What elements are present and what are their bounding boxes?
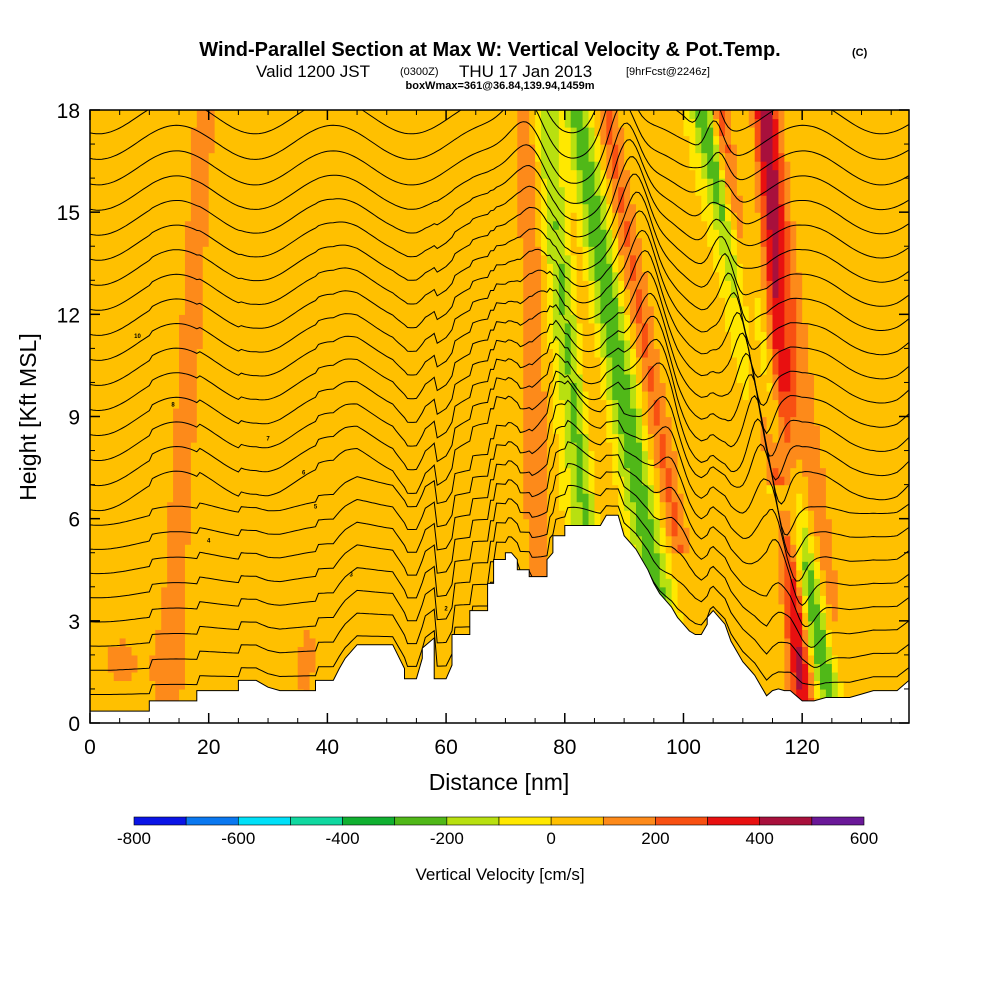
colorbar-label: Vertical Velocity [cm/s] (415, 865, 584, 884)
colorbar-swatch (237, 816, 291, 826)
isentrope-line (90, 191, 909, 311)
isentrope-line (90, 441, 909, 607)
subtitle-valid: Valid 1200 JST (256, 62, 370, 81)
isentrope-line (90, 122, 909, 211)
isentrope-line (90, 249, 909, 386)
isentrope-line (90, 362, 909, 512)
subtitle-box-location: boxWmax=361@36.84,139.94,1459m (406, 80, 595, 92)
colorbar-swatch (655, 816, 708, 826)
contour-label: 10 (134, 334, 141, 340)
subtitle-forecast: [9hrFcst@2246z] (626, 66, 710, 78)
terrain-profile (90, 514, 909, 723)
contour-label: 7 (266, 436, 270, 442)
contour-label: 5 (314, 504, 318, 510)
subtitle-date: THU 17 Jan 2013 (459, 62, 592, 81)
x-tick-label: 80 (553, 736, 576, 759)
isentrope-line (90, 210, 909, 336)
isentrope-line (90, 139, 909, 236)
y-tick-label: 6 (68, 509, 80, 532)
x-tick-label: 100 (666, 736, 701, 759)
colorbar-swatch (133, 816, 187, 826)
isentrope-line (90, 505, 909, 671)
x-tick-label: 120 (785, 736, 820, 759)
colorbar: -800 -600 -400 -200 0 200 400 600 (117, 816, 878, 848)
chart-title-mark: (C) (852, 47, 868, 59)
colorbar-swatch (498, 816, 552, 826)
y-tick-label: 9 (68, 407, 80, 430)
isentrope-line (90, 270, 909, 412)
colorbar-tick-label: -800 (117, 829, 151, 848)
isentrope-line (90, 110, 909, 160)
colorbar-swatch (811, 816, 865, 826)
isentrope-line (90, 156, 909, 261)
colorbar-swatch (342, 816, 396, 826)
colorbar-swatch (602, 816, 656, 826)
chart-subtitle: Valid 1200 JST (0300Z) THU 17 Jan 2013 [… (256, 62, 710, 81)
colorbar-swatch (707, 816, 761, 826)
colorbar-swatch (759, 816, 813, 826)
colorbar-tick-label: -400 (326, 829, 360, 848)
contour-label: 6 (302, 470, 306, 476)
isentrope-line (90, 292, 909, 437)
x-tick-label: 60 (434, 736, 457, 759)
y-tick-label: 15 (57, 202, 80, 225)
y-axis: 0 3 6 9 12 15 18 (57, 100, 909, 736)
contour-label: 3 (349, 573, 353, 579)
contour-label: 4 (207, 539, 211, 545)
colorbar-swatch (290, 816, 343, 826)
x-tick-label: 20 (197, 736, 220, 759)
contour-label: 8 (171, 402, 175, 408)
isentrope-line (90, 399, 909, 558)
terrain-mask (90, 514, 909, 723)
colorbar-swatch (185, 816, 239, 826)
isentrope-line (90, 462, 909, 628)
y-axis-label: Height [Kft MSL] (15, 333, 41, 500)
plot-area: 1087654321 (90, 110, 909, 723)
colorbar-swatch (394, 816, 448, 826)
colorbar-tick-label: 200 (641, 829, 669, 848)
colorbar-tick-label: 600 (850, 829, 878, 848)
colorbar-tick-label: 0 (546, 829, 555, 848)
y-tick-label: 18 (57, 100, 80, 123)
chart-title: Wind-Parallel Section at Max W: Vertical… (199, 39, 780, 61)
isentrope-line (90, 419, 909, 582)
y-tick-label: 3 (68, 611, 80, 634)
colorbar-tick-label: -200 (430, 829, 464, 848)
isentrope-line (90, 484, 909, 648)
isentrope-line (90, 110, 909, 186)
isentrope-line (90, 229, 909, 361)
colorbar-swatch (550, 816, 604, 826)
colorbar-tick-label: -600 (221, 829, 255, 848)
x-tick-label: 0 (84, 736, 96, 759)
isentrope-line (90, 173, 909, 286)
isentrope-line (90, 315, 909, 461)
x-axis-label: Distance [nm] (429, 769, 570, 795)
x-axis: 0 20 40 60 80 100 120 (84, 110, 892, 759)
contour-label: 2 (444, 607, 448, 613)
isentrope-line (90, 338, 909, 487)
y-tick-label: 0 (68, 713, 80, 736)
y-tick-label: 12 (57, 304, 80, 327)
x-tick-label: 40 (316, 736, 339, 759)
colorbar-swatch (446, 816, 500, 826)
colorbar-tick-label: 400 (746, 829, 774, 848)
subtitle-utc: (0300Z) (400, 66, 439, 78)
